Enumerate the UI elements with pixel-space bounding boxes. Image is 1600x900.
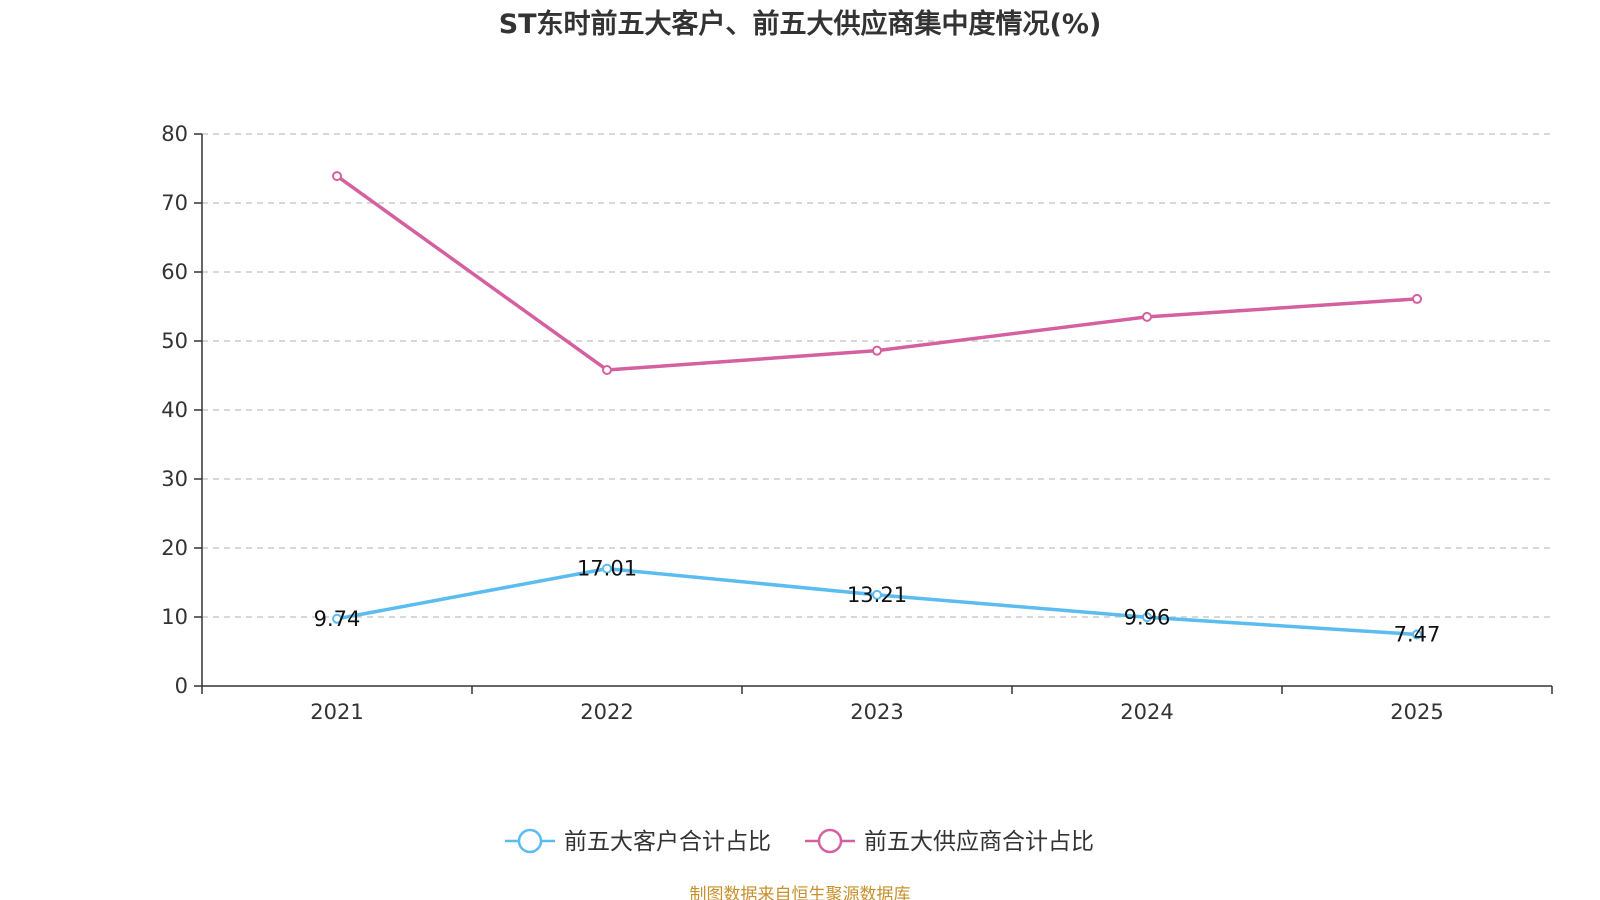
source-note: 制图数据来自恒生聚源数据库 bbox=[689, 885, 911, 900]
legend-label: 前五大供应商合计占比 bbox=[864, 829, 1094, 855]
series-lines bbox=[332, 171, 1422, 640]
legend-label: 前五大客户合计占比 bbox=[564, 829, 771, 855]
chart-title: ST东时前五大客户、前五大供应商集中度情况(%) bbox=[498, 9, 1102, 40]
data-label: 17.01 bbox=[577, 557, 637, 581]
data-point-s1-4[interactable] bbox=[1412, 293, 1422, 304]
data-point-s0-0[interactable] bbox=[332, 613, 342, 624]
y-tick-label: 60 bbox=[161, 260, 188, 284]
data-point-s0-1[interactable] bbox=[602, 563, 612, 574]
grid-lines bbox=[202, 133, 1552, 618]
y-tick-label: 80 bbox=[161, 122, 188, 146]
x-tick-label: 2021 bbox=[310, 700, 363, 724]
legend-item-0[interactable]: 前五大客户合计占比 bbox=[505, 828, 771, 855]
legend[interactable]: 前五大客户合计占比 前五大供应商合计占比 bbox=[505, 828, 1094, 855]
data-point-s0-4[interactable] bbox=[1412, 629, 1422, 640]
data-label: 9.74 bbox=[314, 607, 361, 631]
data-label: 13.21 bbox=[847, 583, 907, 607]
x-tick-label: 2023 bbox=[850, 700, 903, 724]
y-tick-label: 10 bbox=[161, 605, 188, 629]
y-tick-label: 30 bbox=[161, 467, 188, 491]
data-point-s1-1[interactable] bbox=[602, 364, 612, 375]
x-tick-label: 2024 bbox=[1120, 700, 1173, 724]
x-tick-label: 2022 bbox=[580, 700, 633, 724]
legend-marker-icon bbox=[817, 828, 843, 854]
y-tick-label: 40 bbox=[161, 398, 188, 422]
data-point-s0-2[interactable] bbox=[872, 589, 882, 600]
y-tick-label: 0 bbox=[175, 674, 188, 698]
legend-item-1[interactable]: 前五大供应商合计占比 bbox=[805, 828, 1094, 855]
data-point-s1-3[interactable] bbox=[1142, 311, 1152, 322]
data-label: 7.47 bbox=[1394, 622, 1441, 646]
data-point-s1-0[interactable] bbox=[332, 171, 342, 182]
data-point-s0-3[interactable] bbox=[1142, 612, 1152, 623]
y-tick-label: 70 bbox=[161, 191, 188, 215]
x-tick-label: 2025 bbox=[1390, 700, 1443, 724]
data-label: 9.96 bbox=[1124, 605, 1171, 629]
y-tick-label: 50 bbox=[161, 329, 188, 353]
data-labels: 9.74 17.01 13.21 9.96 7.47 bbox=[314, 557, 1441, 647]
y-tick-label: 20 bbox=[161, 536, 188, 560]
axes: 0 10 20 30 40 50 60 70 80 2021 2022 2023 2024 2025 bbox=[161, 122, 1553, 724]
legend-marker-icon bbox=[517, 828, 543, 854]
data-point-s1-2[interactable] bbox=[872, 345, 882, 356]
